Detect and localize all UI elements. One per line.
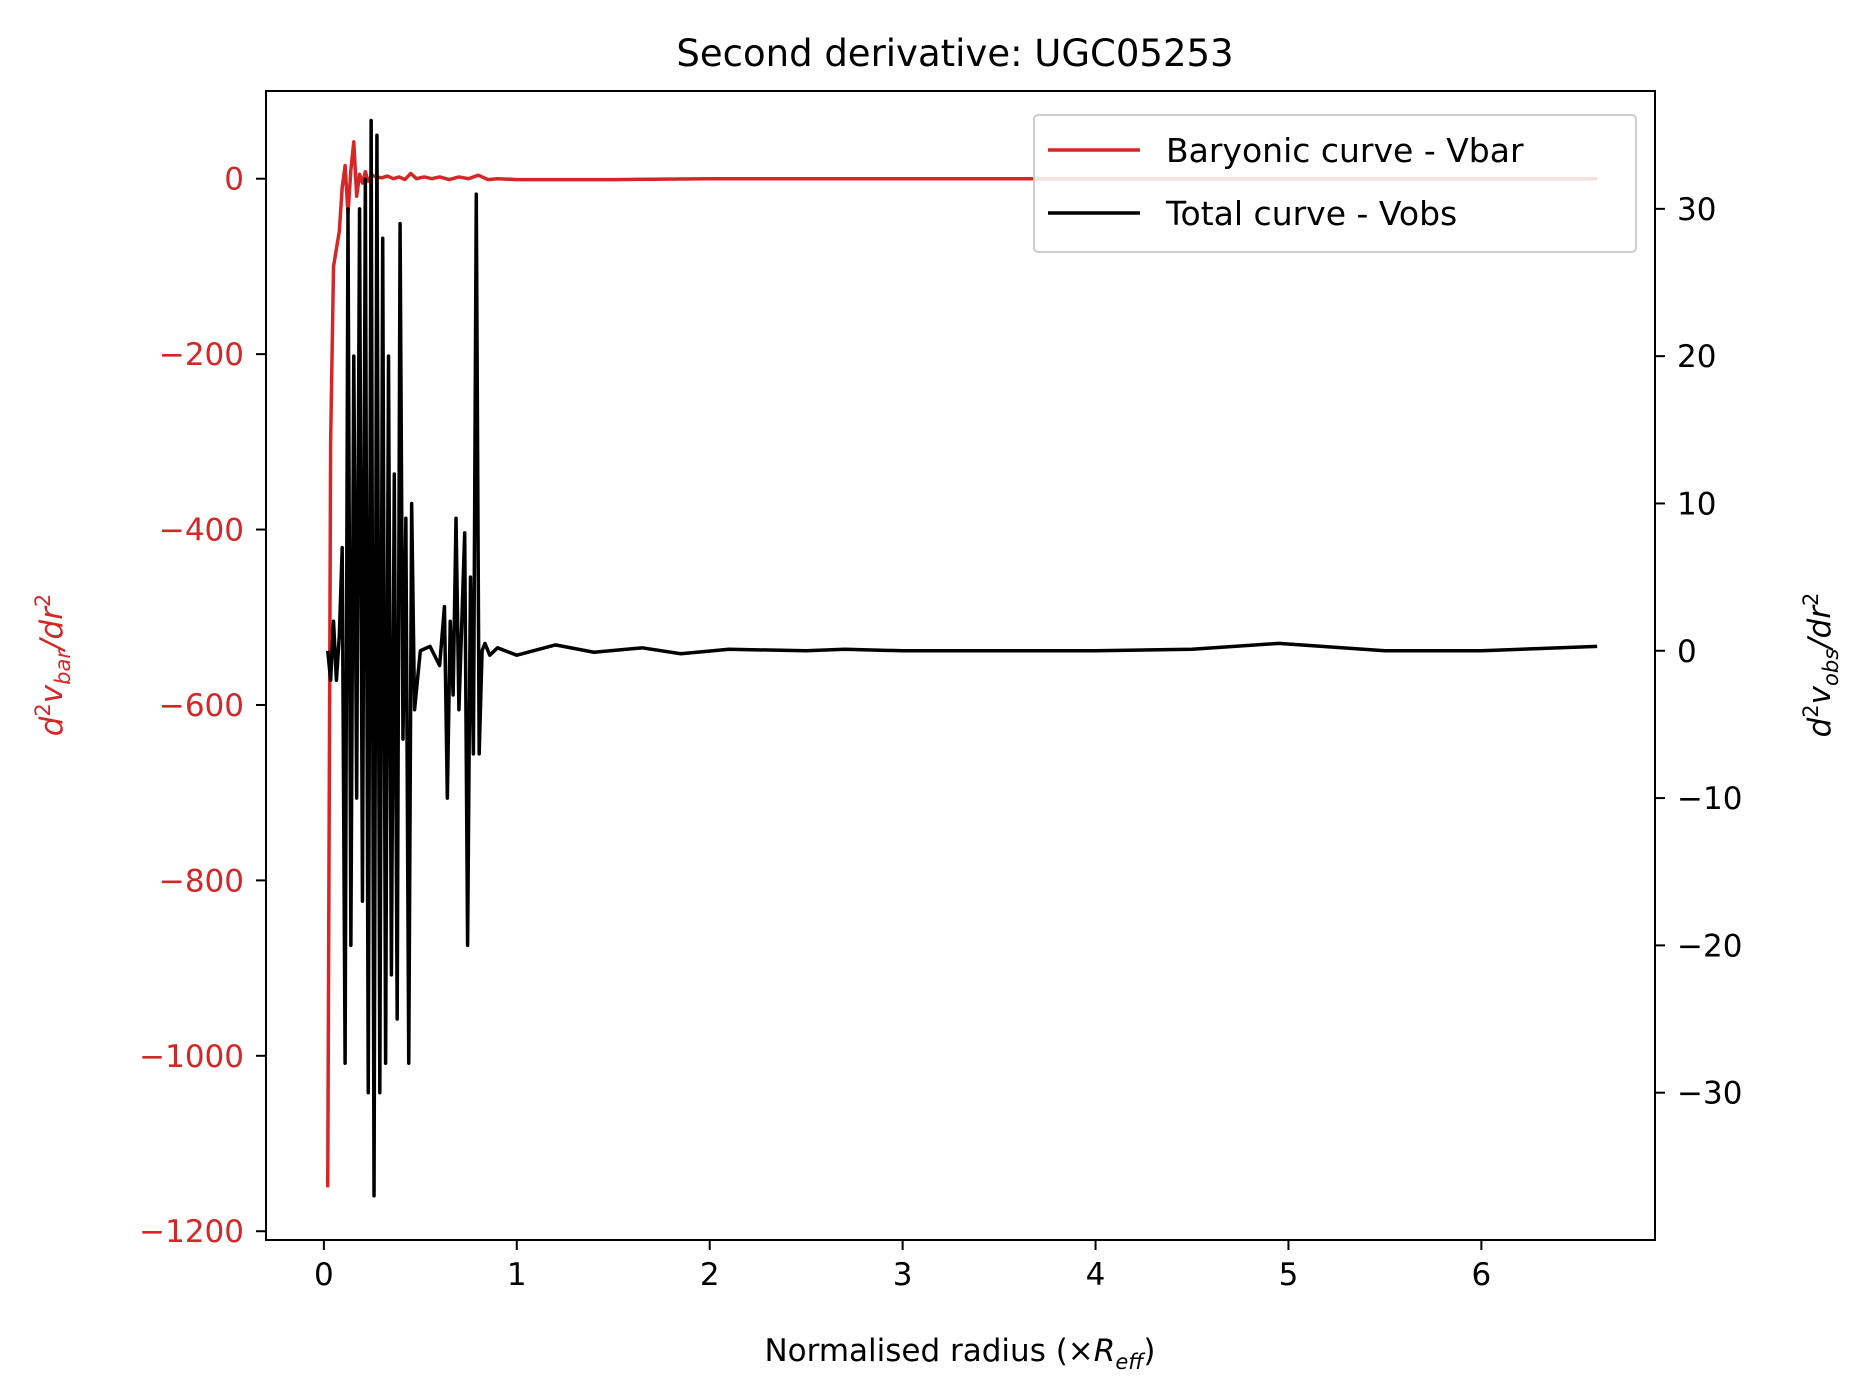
y-left-label-sup1: 2 <box>31 703 55 716</box>
x-tick-label: 0 <box>314 1257 334 1293</box>
x-axis-label-close: ) <box>1143 1333 1155 1369</box>
series-line-vbar <box>325 140 1598 1188</box>
y-right-label-sup2: 2 <box>1799 593 1823 606</box>
x-tick-label: 3 <box>893 1257 913 1293</box>
x-axis-label-subscript: eff <box>1115 1350 1146 1374</box>
x-tick-label: 1 <box>507 1257 527 1293</box>
y-left-tick-label: −400 <box>159 513 244 549</box>
legend-label-vbar: Baryonic curve - Vbar <box>1166 131 1524 170</box>
x-axis: 0 1 2 3 4 5 6 <box>314 1240 1491 1293</box>
x-axis-label-main: Normalised radius (× <box>764 1333 1093 1369</box>
plot-frame <box>265 90 1656 1241</box>
series-line-vobs <box>325 118 1598 1198</box>
y-right-label-sub: obs <box>1819 649 1843 686</box>
x-tick-label: 5 <box>1279 1257 1299 1293</box>
y-right-label-mid: /dr <box>1802 604 1838 652</box>
y-right-tick-label: 0 <box>1677 634 1697 670</box>
y-right-tick-label: 10 <box>1677 486 1716 522</box>
legend: Baryonic curve - Vbar Total curve - Vobs <box>1033 114 1637 253</box>
y-left-label-sup2: 2 <box>31 594 55 607</box>
y-axis-left: 0 −200 −400 −600 −800 −1000 −1200 <box>139 162 266 1250</box>
y-left-tick-label: −600 <box>159 688 244 724</box>
y-left-label-sub: bar <box>51 649 75 685</box>
chart-title: Second derivative: UGC05253 <box>676 32 1233 75</box>
y-right-label-var: v <box>1802 685 1838 704</box>
y-right-tick-label: −10 <box>1677 781 1742 817</box>
y-left-tick-label: 0 <box>224 162 244 198</box>
y-right-label-sup1: 2 <box>1799 704 1823 717</box>
y-left-label-pre: d <box>34 716 70 736</box>
legend-label-vobs: Total curve - Vobs <box>1165 194 1457 233</box>
y-left-tick-label: −1200 <box>139 1214 244 1250</box>
y-left-tick-label: −800 <box>159 863 244 899</box>
y-left-tick-label: −200 <box>159 337 244 373</box>
x-tick-label: 6 <box>1472 1257 1492 1293</box>
y-right-label-pre: d <box>1802 717 1838 737</box>
y-right-tick-label: −30 <box>1677 1076 1742 1112</box>
y-left-label-mid: /dr <box>34 605 70 653</box>
y-axis-right: 30 20 10 0 −10 −20 −30 <box>1655 192 1742 1112</box>
y-right-tick-label: 20 <box>1677 339 1716 375</box>
y-axis-right-label: d2vobs/dr2 <box>1799 593 1843 738</box>
y-left-tick-label: −1000 <box>139 1039 244 1075</box>
y-right-tick-label: 30 <box>1677 192 1716 228</box>
x-axis-label-symbol: R <box>1094 1333 1116 1369</box>
y-axis-left-label: d2vbar/dr2 <box>31 594 75 737</box>
x-tick-label: 4 <box>1086 1257 1106 1293</box>
legend-box <box>1033 114 1637 253</box>
x-tick-label: 2 <box>700 1257 720 1293</box>
y-right-tick-label: −20 <box>1677 928 1742 964</box>
plot-area <box>265 90 1656 1241</box>
x-axis-label: Normalised radius (×Reff) <box>764 1333 1155 1374</box>
y-left-label-var: v <box>34 684 70 703</box>
